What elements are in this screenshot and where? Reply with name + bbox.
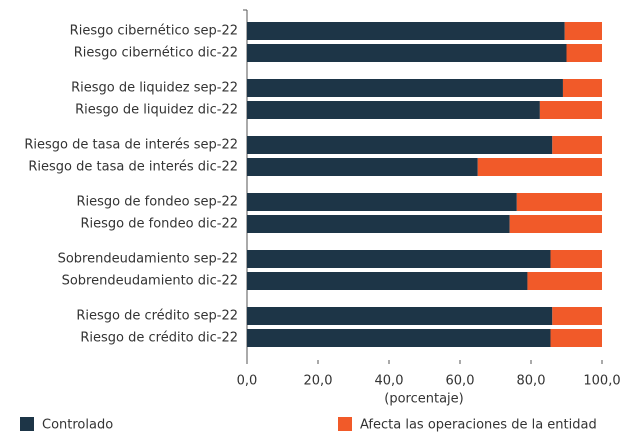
category-label: Riesgo de liquidez sep-22: [71, 81, 238, 96]
x-tick-label: 40,0: [375, 374, 404, 389]
bar-segment: [247, 101, 540, 119]
bar-segment: [247, 44, 567, 62]
bar-segment: [247, 193, 517, 211]
category-label: Sobrendeudamiento dic-22: [62, 274, 238, 289]
bar-segment: [477, 158, 602, 176]
legend-swatch: [338, 417, 352, 431]
bar-segment: [247, 79, 563, 97]
category-label: Riesgo de fondeo sep-22: [77, 195, 239, 210]
bar-segment: [552, 136, 602, 154]
category-label: Riesgo de crédito sep-22: [76, 309, 238, 324]
bar-segment: [247, 22, 565, 40]
x-tick-label: 80,0: [517, 374, 546, 389]
legend-swatch: [20, 417, 34, 431]
bar-segment: [247, 158, 478, 176]
x-axis-label: (porcentaje): [384, 392, 463, 407]
category-label: Riesgo cibernético dic-22: [74, 46, 238, 61]
bar-segment: [247, 272, 528, 290]
category-label: Riesgo de crédito dic-22: [80, 331, 238, 346]
x-tick-label: 20,0: [304, 374, 333, 389]
bar-segment: [247, 215, 510, 233]
bar-segment: [509, 215, 602, 233]
bar-segment: [247, 307, 553, 325]
bar-segment: [247, 250, 551, 268]
bar-segment: [516, 193, 602, 211]
bar-segment: [552, 307, 602, 325]
category-label: Sobrendeudamiento sep-22: [58, 252, 238, 267]
x-tick-label: 60,0: [446, 374, 475, 389]
category-label: Riesgo de tasa de interés dic-22: [28, 160, 238, 175]
x-tick-label: 0,0: [237, 374, 258, 389]
bar-segment: [562, 79, 602, 97]
category-label: Riesgo de liquidez dic-22: [75, 103, 238, 118]
bar-segment: [550, 329, 602, 347]
bar-segment: [247, 136, 553, 154]
bar-segment: [564, 22, 602, 40]
category-label: Riesgo cibernético sep-22: [70, 24, 238, 39]
bar-segment: [247, 329, 551, 347]
bar-segment: [539, 101, 602, 119]
bar-segment: [566, 44, 602, 62]
bar-segment: [550, 250, 602, 268]
category-label: Riesgo de tasa de interés sep-22: [24, 138, 238, 153]
bar-segment: [527, 272, 602, 290]
category-label: Riesgo de fondeo dic-22: [81, 217, 239, 232]
legend-label: Afecta las operaciones de la entidad: [360, 418, 597, 433]
legend-label: Controlado: [42, 418, 113, 433]
x-tick-label: 100,0: [583, 374, 620, 389]
